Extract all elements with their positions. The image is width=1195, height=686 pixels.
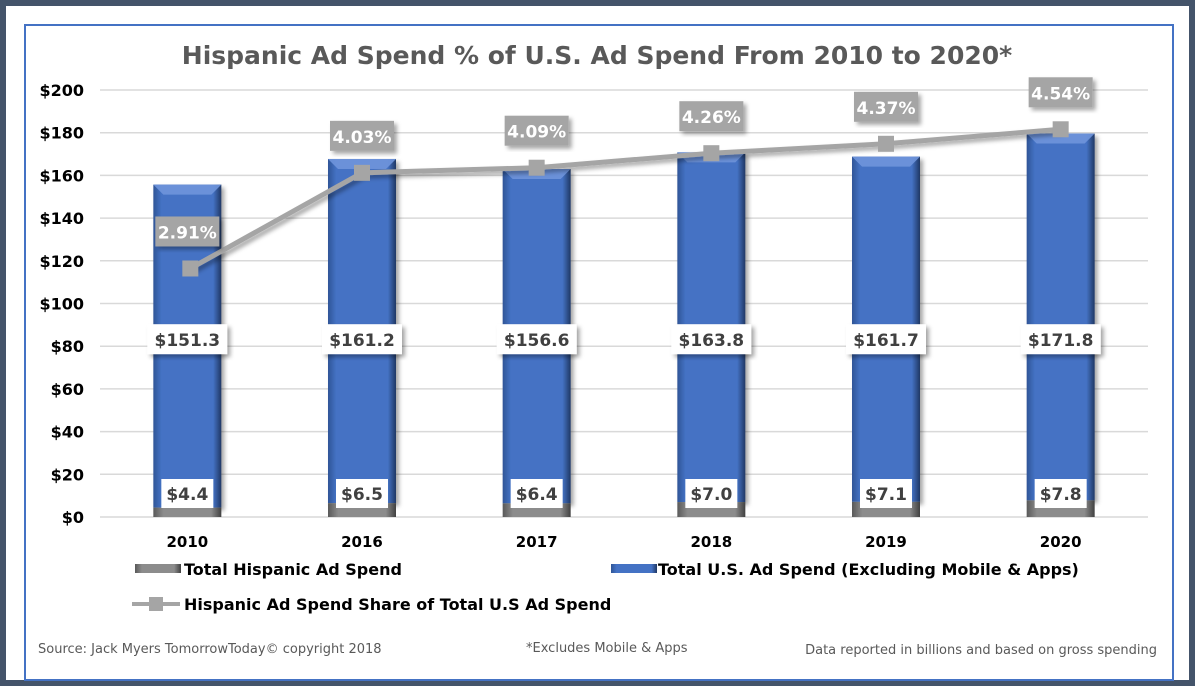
share-line-path <box>189 126 1061 271</box>
data-label-share: 4.03% <box>333 128 392 148</box>
data-label-total: $161.2 <box>329 331 395 351</box>
bar-bevel-top <box>852 156 920 167</box>
legend-item-share[interactable]: Hispanic Ad Spend Share of Total U.S Ad … <box>132 595 611 614</box>
x-tick-label: 2016 <box>341 533 383 551</box>
source-note: Source: Jack Myers TomorrowToday© copyri… <box>38 642 382 657</box>
share-line <box>182 121 1069 277</box>
data-label-share: 4.37% <box>857 99 916 119</box>
data-label-box-hispanic <box>336 479 388 508</box>
data-label-box-total <box>846 324 926 355</box>
legend-swatch-hispanic <box>135 564 181 573</box>
data-label-share: 2.91% <box>158 223 217 243</box>
gridlines <box>100 89 1148 518</box>
y-tick-label: $0 <box>62 508 84 527</box>
data-label-box-total <box>147 324 228 355</box>
bar-hispanic <box>153 507 222 517</box>
data-label-box-share <box>504 115 569 146</box>
x-tick-label: 2019 <box>865 533 907 551</box>
share-marker <box>528 159 545 176</box>
legend-item-total-us[interactable]: Total U.S. Ad Spend (Excluding Mobile & … <box>611 560 1079 579</box>
data-label-box-hispanic <box>161 479 214 508</box>
y-tick-label: $100 <box>39 295 84 314</box>
excludes-note: *Excludes Mobile & Apps <box>526 641 688 656</box>
data-label-box-total <box>496 324 577 355</box>
legend-item-hispanic[interactable]: Total Hispanic Ad Spend <box>135 560 402 579</box>
x-tick-label: 2018 <box>690 533 732 551</box>
data-label-hispanic: $4.4 <box>166 485 208 505</box>
data-label-share: 4.09% <box>507 123 566 143</box>
share-marker <box>1052 121 1069 138</box>
bars <box>153 133 1095 517</box>
chart-title: Hispanic Ad Spend % of U.S. Ad Spend Fro… <box>182 41 1012 70</box>
y-tick-label: $80 <box>51 337 84 356</box>
x-axis: 2010 2016 2017 2018 2019 2020 <box>166 533 1081 551</box>
y-tick-label: $140 <box>39 209 84 228</box>
data-label-total: $171.8 <box>1028 331 1094 351</box>
legend: Total Hispanic Ad Spend Total U.S. Ad Sp… <box>132 560 1079 614</box>
data-label-box-hispanic <box>510 479 563 508</box>
data-label-box-share <box>1028 77 1093 108</box>
share-marker <box>354 164 370 181</box>
data-label-share: 4.26% <box>682 108 741 128</box>
legend-swatch-total-us <box>611 564 657 573</box>
data-label-box-share <box>155 216 220 247</box>
units-note: Data reported in billions and based on g… <box>805 643 1157 658</box>
data-label-hispanic: $7.1 <box>865 485 907 505</box>
data-label-hispanic: $6.4 <box>516 485 558 505</box>
x-tick-label: 2020 <box>1040 533 1082 551</box>
y-tick-label: $20 <box>51 465 84 484</box>
data-label-hispanic: $7.0 <box>690 485 732 505</box>
data-label-box-total <box>322 324 402 355</box>
legend-label-hispanic: Total Hispanic Ad Spend <box>184 560 402 579</box>
y-tick-label: $120 <box>39 252 84 271</box>
bar-bevel-top <box>328 158 396 169</box>
legend-label-share: Hispanic Ad Spend Share of Total U.S Ad … <box>184 595 611 614</box>
data-label-box-hispanic <box>860 479 912 508</box>
data-label-total: $161.7 <box>853 331 919 351</box>
data-label-box-hispanic <box>685 479 738 508</box>
y-tick-label: $40 <box>51 423 84 442</box>
x-tick-label: 2017 <box>516 533 558 551</box>
data-label-box-hispanic <box>1034 479 1087 508</box>
data-label-total: $156.6 <box>504 331 570 351</box>
y-axis: $0 $20 $40 $60 $80 $100 $120 $140 $160 $180 $200 <box>39 81 84 527</box>
data-label-share: 4.54% <box>1031 84 1090 104</box>
legend-label-total-us: Total U.S. Ad Spend (Excluding Mobile & … <box>658 560 1079 579</box>
legend-marker-share <box>149 597 163 611</box>
data-label-hispanic: $6.5 <box>341 485 383 505</box>
bar-total-us <box>1026 133 1095 501</box>
y-tick-label: $60 <box>51 380 84 399</box>
bar-bevel-top <box>153 184 222 195</box>
data-label-box-share <box>679 101 744 132</box>
y-tick-label: $180 <box>39 124 84 143</box>
data-label-total: $151.3 <box>155 331 221 351</box>
data-label-box-total <box>1020 324 1101 355</box>
x-tick-label: 2010 <box>166 533 208 551</box>
bar-bevel-top <box>1026 133 1095 144</box>
data-label-box-share <box>330 120 394 151</box>
share-marker <box>182 260 199 277</box>
data-label-box-share <box>854 91 918 122</box>
data-label-hispanic: $7.8 <box>1040 485 1082 505</box>
data-labels: $151.3 $4.4 $161.2 $6.5 $156.6 $6.4 $163.8 $7.0… <box>147 77 1101 508</box>
share-marker <box>878 135 894 152</box>
data-label-total: $163.8 <box>679 331 745 351</box>
share-marker <box>703 145 720 162</box>
y-tick-label: $160 <box>39 166 84 185</box>
data-label-box-total <box>671 324 752 355</box>
y-tick-label: $200 <box>39 81 84 100</box>
